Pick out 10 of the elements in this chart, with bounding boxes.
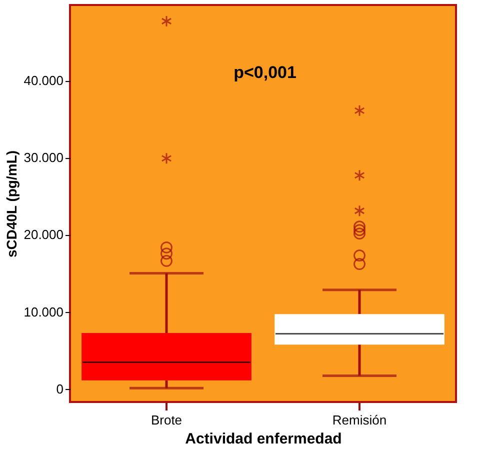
y-tick-label: 40.000 (24, 73, 64, 88)
x-tick-label: Remisión (332, 412, 387, 428)
x-axis-title: Actividad enfermedad (185, 430, 342, 448)
y-tick-label: 30.000 (24, 150, 64, 166)
y-axis-title: sCD40L (pg/mL) (4, 150, 20, 258)
y-tick-label: 10.000 (24, 304, 64, 320)
x-tick-label: Brote (150, 412, 182, 428)
y-tick-label: 20.000 (24, 227, 64, 242)
annotation: p<0,001 (234, 63, 296, 82)
y-tick-label: 0 (56, 381, 64, 396)
